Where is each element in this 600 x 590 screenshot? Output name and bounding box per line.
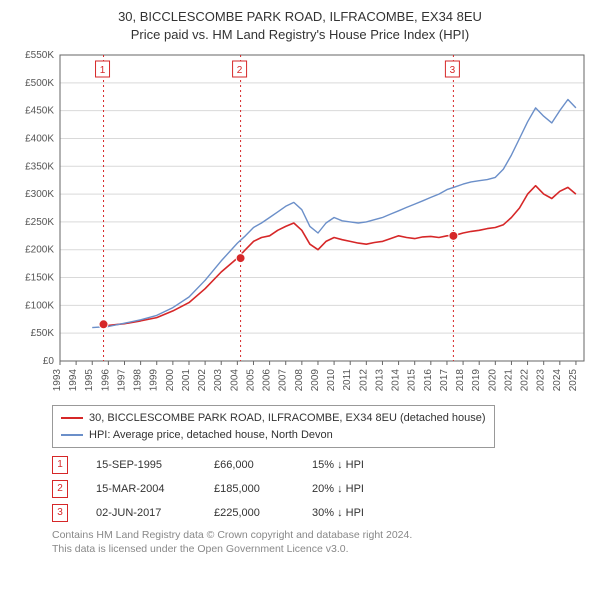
svg-text:2: 2 xyxy=(237,65,243,76)
svg-text:1: 1 xyxy=(100,65,106,76)
svg-text:1998: 1998 xyxy=(133,369,144,392)
svg-text:2009: 2009 xyxy=(310,369,321,392)
svg-text:£50K: £50K xyxy=(31,328,55,339)
svg-text:2019: 2019 xyxy=(471,369,482,392)
svg-text:£550K: £550K xyxy=(25,50,54,61)
svg-text:2016: 2016 xyxy=(423,369,434,392)
svg-text:£100K: £100K xyxy=(25,300,54,311)
svg-text:2022: 2022 xyxy=(520,369,531,392)
svg-text:2017: 2017 xyxy=(439,369,450,392)
svg-text:£300K: £300K xyxy=(25,189,54,200)
svg-text:£200K: £200K xyxy=(25,245,54,256)
legend-label-hpi: HPI: Average price, detached house, Nort… xyxy=(89,427,333,444)
event-row-2: 2 15-MAR-2004 £185,000 20% ↓ HPI xyxy=(52,480,588,498)
svg-text:3: 3 xyxy=(450,65,456,76)
svg-text:2024: 2024 xyxy=(552,369,563,392)
event-hpi-2: 20% ↓ HPI xyxy=(312,483,392,495)
chart-svg: £0 £50K £100K £150K £200K £250K £300K £350K £400… xyxy=(12,49,588,399)
svg-text:2014: 2014 xyxy=(391,369,402,392)
event-marker-2: 2 xyxy=(52,480,68,498)
svg-text:£0: £0 xyxy=(43,356,55,367)
svg-text:2002: 2002 xyxy=(197,369,208,392)
event-table: 1 15-SEP-1995 £66,000 15% ↓ HPI 2 15-MAR… xyxy=(52,456,588,522)
svg-text:£250K: £250K xyxy=(25,217,54,228)
svg-text:2012: 2012 xyxy=(358,369,369,392)
chart-title-block: 30, BICCLESCOMBE PARK ROAD, ILFRACOMBE, … xyxy=(12,8,588,43)
svg-text:2003: 2003 xyxy=(213,369,224,392)
event-row-3: 3 02-JUN-2017 £225,000 30% ↓ HPI xyxy=(52,504,588,522)
svg-text:2021: 2021 xyxy=(503,369,514,392)
svg-text:1995: 1995 xyxy=(84,369,95,392)
legend-item-hpi: HPI: Average price, detached house, Nort… xyxy=(61,427,486,444)
svg-text:2011: 2011 xyxy=(342,369,353,391)
legend-swatch-property xyxy=(61,417,83,419)
svg-text:2004: 2004 xyxy=(229,369,240,392)
svg-text:2018: 2018 xyxy=(455,369,466,392)
svg-text:2005: 2005 xyxy=(245,369,256,392)
svg-text:£350K: £350K xyxy=(25,161,54,172)
svg-text:£450K: £450K xyxy=(25,106,54,117)
svg-text:£400K: £400K xyxy=(25,134,54,145)
svg-text:1993: 1993 xyxy=(52,369,63,392)
page-container: 30, BICCLESCOMBE PARK ROAD, ILFRACOMBE, … xyxy=(0,0,600,564)
svg-text:1997: 1997 xyxy=(116,369,127,392)
title-line1: 30, BICCLESCOMBE PARK ROAD, ILFRACOMBE, … xyxy=(12,8,588,26)
event-price-3: £225,000 xyxy=(214,507,284,519)
legend-swatch-hpi xyxy=(61,434,83,436)
svg-text:2006: 2006 xyxy=(262,369,273,392)
footer-line1: Contains HM Land Registry data © Crown c… xyxy=(52,528,588,542)
event-date-3: 02-JUN-2017 xyxy=(96,507,186,519)
legend: 30, BICCLESCOMBE PARK ROAD, ILFRACOMBE, … xyxy=(52,405,495,448)
svg-text:2013: 2013 xyxy=(374,369,385,392)
legend-item-property: 30, BICCLESCOMBE PARK ROAD, ILFRACOMBE, … xyxy=(61,410,486,427)
svg-text:2007: 2007 xyxy=(278,369,289,392)
svg-text:2023: 2023 xyxy=(536,369,547,392)
event-date-1: 15-SEP-1995 xyxy=(96,459,186,471)
event-price-2: £185,000 xyxy=(214,483,284,495)
svg-text:2010: 2010 xyxy=(326,369,337,392)
title-line2: Price paid vs. HM Land Registry's House … xyxy=(12,26,588,44)
svg-text:2000: 2000 xyxy=(165,369,176,392)
event-hpi-3: 30% ↓ HPI xyxy=(312,507,392,519)
event-date-2: 15-MAR-2004 xyxy=(96,483,186,495)
svg-text:1999: 1999 xyxy=(149,369,160,392)
event-hpi-1: 15% ↓ HPI xyxy=(312,459,392,471)
svg-text:1996: 1996 xyxy=(100,369,111,392)
event-price-1: £66,000 xyxy=(214,459,284,471)
svg-text:2001: 2001 xyxy=(181,369,192,392)
price-chart: £0 £50K £100K £150K £200K £250K £300K £350K £400… xyxy=(12,49,588,399)
svg-text:2015: 2015 xyxy=(407,369,418,392)
footer-attribution: Contains HM Land Registry data © Crown c… xyxy=(52,528,588,556)
svg-text:£150K: £150K xyxy=(25,273,54,284)
svg-text:2020: 2020 xyxy=(487,369,498,392)
event-marker-3: 3 xyxy=(52,504,68,522)
legend-label-property: 30, BICCLESCOMBE PARK ROAD, ILFRACOMBE, … xyxy=(89,410,486,427)
svg-text:2025: 2025 xyxy=(568,369,579,392)
event-marker-1: 1 xyxy=(52,456,68,474)
svg-text:2008: 2008 xyxy=(294,369,305,392)
svg-text:£500K: £500K xyxy=(25,78,54,89)
svg-text:1994: 1994 xyxy=(68,369,79,392)
footer-line2: This data is licensed under the Open Gov… xyxy=(52,542,588,556)
event-row-1: 1 15-SEP-1995 £66,000 15% ↓ HPI xyxy=(52,456,588,474)
